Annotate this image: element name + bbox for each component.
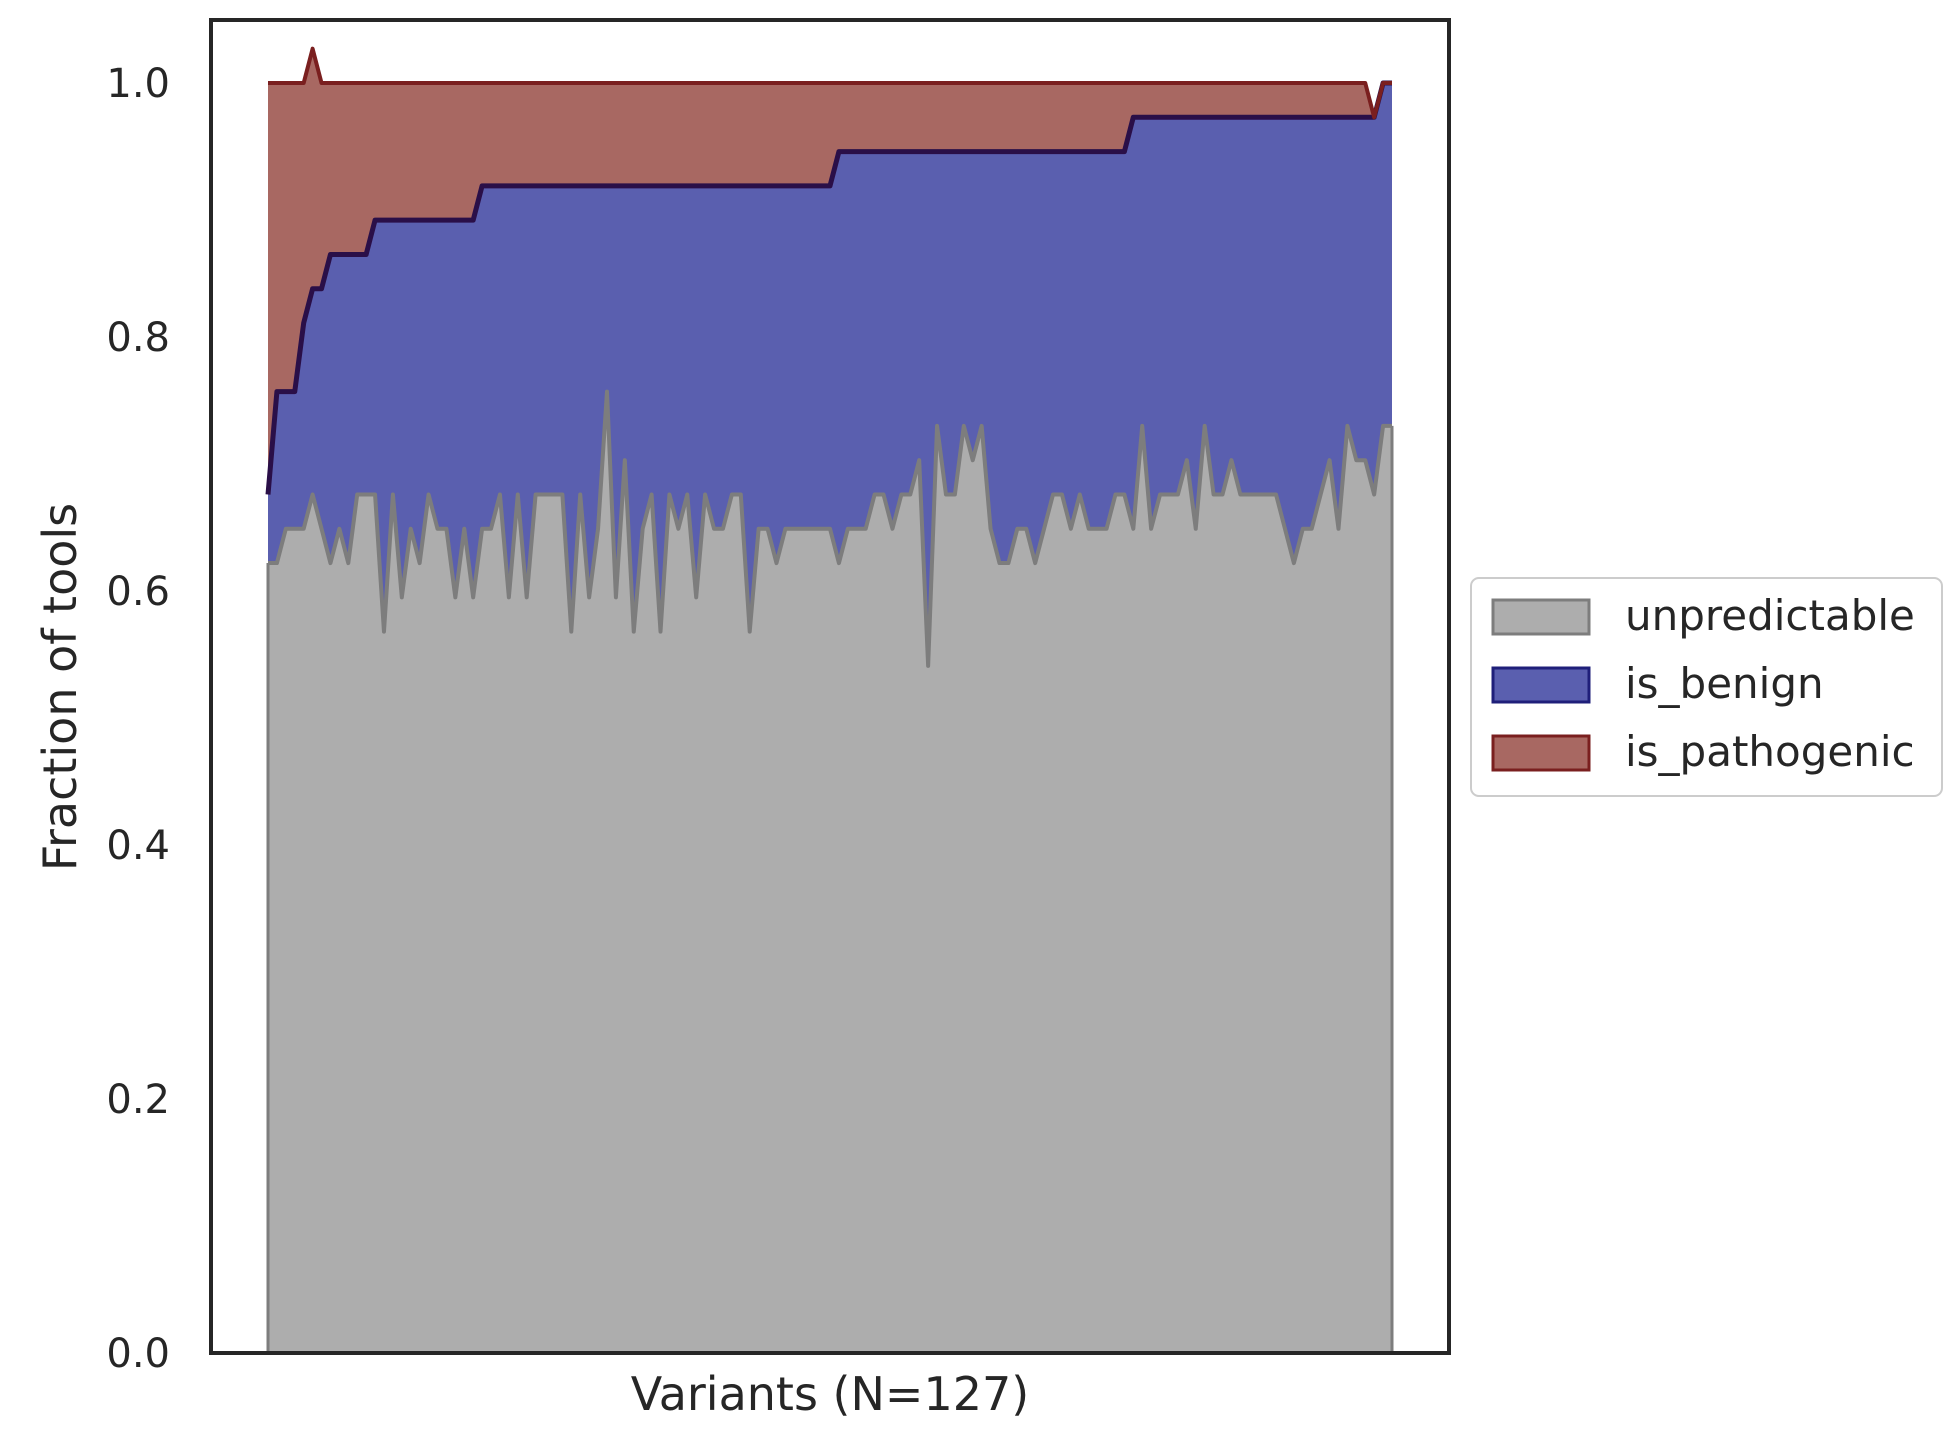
y-tick-label: 0.8 bbox=[106, 315, 170, 361]
y-tick-label: 0.0 bbox=[106, 1331, 170, 1377]
x-axis-label: Variants (N=127) bbox=[631, 1367, 1029, 1421]
line-is-pathogenic bbox=[268, 46, 1392, 120]
legend-swatch-unpredictable bbox=[1491, 598, 1591, 636]
plot-frame bbox=[209, 18, 1451, 1355]
line-is-benign bbox=[265, 80, 1392, 495]
y-tick-label: 0.4 bbox=[106, 823, 170, 869]
legend-label-unpredictable: unpredictable bbox=[1625, 591, 1915, 640]
legend-swatch-is-pathogenic bbox=[1491, 734, 1591, 772]
legend: unpredictable is_benign is_pathogenic bbox=[1470, 577, 1943, 797]
y-tick-label: 1.0 bbox=[106, 61, 170, 107]
legend-label-is-pathogenic: is_pathogenic bbox=[1625, 727, 1915, 776]
y-axis-label: Fraction of tools bbox=[33, 503, 87, 871]
y-tick-label: 0.6 bbox=[106, 569, 170, 615]
plot-area bbox=[265, 46, 1394, 1353]
y-axis-ticks: 0.0 0.2 0.4 0.6 0.8 1.0 bbox=[106, 61, 170, 1377]
y-tick-label: 0.2 bbox=[106, 1077, 170, 1123]
area-unpredictable bbox=[268, 391, 1392, 1353]
legend-label-is-benign: is_benign bbox=[1625, 659, 1824, 708]
area-is-pathogenic bbox=[268, 48, 1392, 495]
area-is-benign bbox=[268, 83, 1392, 666]
line-unpredictable bbox=[268, 389, 1392, 668]
legend-swatch-is-benign bbox=[1491, 666, 1591, 704]
